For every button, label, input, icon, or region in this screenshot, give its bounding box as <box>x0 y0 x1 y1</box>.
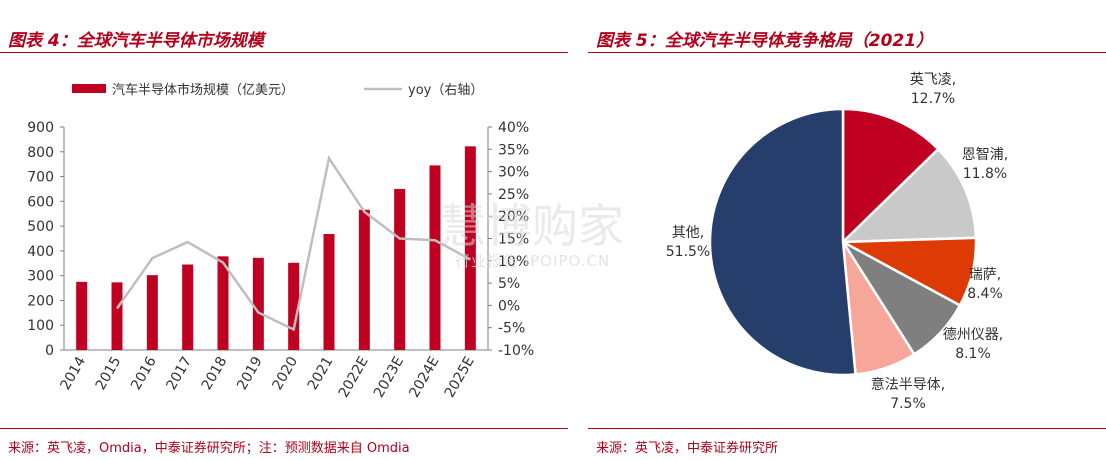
x-tick-label: 2022E <box>336 354 372 401</box>
right-tick-label: 0% <box>498 298 520 314</box>
x-tick-label: 2020 <box>269 354 301 393</box>
right-tick-label: -5% <box>498 321 525 337</box>
left-tick-label: 300 <box>27 269 54 285</box>
pie-slice <box>839 147 978 244</box>
right-tick-label: 35% <box>498 142 529 158</box>
slice-value-label: 12.7% <box>911 91 955 107</box>
x-tick-label: 2024E <box>406 354 442 401</box>
footer-divider <box>0 428 568 429</box>
bar <box>464 146 476 350</box>
x-tick-label: 2018 <box>199 354 231 393</box>
slice-value-label: 8.4% <box>967 286 1003 302</box>
competition-source: 来源：英飞凌，中泰证券研究所 <box>596 441 779 456</box>
left-tick-label: 500 <box>27 219 54 235</box>
competition-panel: 图表 5：全球汽车半导体竞争格局（2021） 英飞凌, 12.7% 恩智浦, 11.8… <box>588 0 1106 460</box>
left-tick-label: 400 <box>27 244 54 260</box>
bar <box>323 234 335 350</box>
right-tick-label: 5% <box>498 276 520 292</box>
right-tick-label: -10% <box>498 343 534 359</box>
pie-slice <box>708 107 857 377</box>
x-tick-label: 2014 <box>57 354 89 393</box>
market-size-title: 图表 4：全球汽车半导体市场规模 <box>8 31 264 51</box>
slice-name-label: 其他, <box>672 225 704 241</box>
x-tick-label: 2016 <box>128 354 160 393</box>
market-size-panel: 图表 4：全球汽车半导体市场规模 0 100 200 300 400 500 600 700 8… <box>0 31 568 456</box>
slice-value-label: 51.5% <box>666 244 710 260</box>
bar <box>217 256 229 350</box>
slice-name-label: 意法半导体, <box>871 376 945 393</box>
left-tick-label: 200 <box>27 293 54 309</box>
slice-name-label: 瑞萨, <box>969 267 1001 283</box>
slice-value-label: 8.1% <box>955 346 991 362</box>
pie-slice <box>841 107 940 245</box>
right-tick-label: 10% <box>498 254 529 270</box>
bar <box>252 257 264 350</box>
x-tick-label: 2023E <box>371 354 407 401</box>
slice-value-label: 11.8% <box>963 166 1007 182</box>
right-tick-label: 25% <box>498 187 529 203</box>
bar <box>358 209 370 350</box>
left-tick-label: 800 <box>27 145 54 161</box>
market-size-chart: 0 100 200 300 400 500 600 700 800 900 -10% -5% 0% 5% 1… <box>27 82 534 401</box>
right-tick-label: 30% <box>498 165 529 181</box>
market-size-source: 来源：英飞凌，Omdia，中泰证券研究所；注：预测数据来自 Omdia <box>8 441 410 456</box>
bar <box>146 275 158 350</box>
competition-title: 图表 5：全球汽车半导体竞争格局（2021） <box>596 31 934 51</box>
slice-name-label: 德州仪器, <box>943 327 1003 343</box>
bar <box>182 264 194 350</box>
right-tick-label: 20% <box>498 209 529 225</box>
bar <box>429 165 441 350</box>
bar <box>288 262 300 350</box>
slice-name-label: 恩智浦, <box>962 147 1008 163</box>
legend-line-label: yoy（右轴） <box>408 83 483 98</box>
left-tick-label: 900 <box>27 120 54 136</box>
x-tick-label: 2021 <box>305 354 337 393</box>
left-tick-label: 700 <box>27 170 54 186</box>
bar <box>394 188 406 350</box>
left-tick-label: 100 <box>27 318 54 334</box>
yoy-line <box>115 155 471 332</box>
right-tick-label: 15% <box>498 232 529 248</box>
title-divider <box>588 52 1106 53</box>
competition-pie-chart: 英飞凌, 12.7% 恩智浦, 11.8% 瑞萨, 8.4% 德州仪器, 8.1% 意法半导体,… <box>666 71 1008 412</box>
slice-value-label: 7.5% <box>890 396 926 412</box>
legend-bar-swatch <box>72 84 106 93</box>
left-tick-label: 600 <box>27 194 54 210</box>
x-tick-label: 2025E <box>442 354 478 401</box>
bar <box>76 281 88 350</box>
slice-name-label: 英飞凌, <box>910 71 956 88</box>
title-divider <box>0 52 568 53</box>
left-tick-label: 0 <box>45 343 54 359</box>
x-tick-label: 2017 <box>163 354 195 393</box>
legend-bar-label: 汽车半导体市场规模（亿美元） <box>112 82 294 98</box>
right-tick-label: 40% <box>498 120 529 136</box>
x-tick-label: 2015 <box>93 354 125 393</box>
footer-divider <box>588 428 1106 429</box>
x-tick-label: 2019 <box>234 354 266 393</box>
bar <box>111 282 123 350</box>
